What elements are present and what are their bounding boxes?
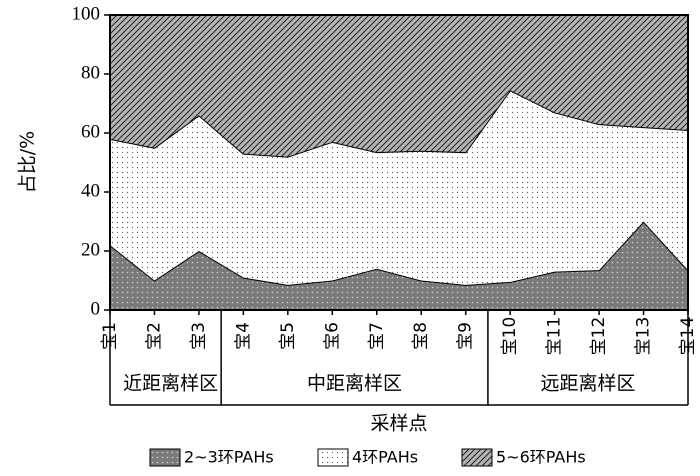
area	[110, 221, 688, 310]
area	[110, 15, 688, 157]
y-tick-label: 100	[72, 3, 101, 24]
x-tick-label: 宝13	[634, 317, 654, 356]
y-tick-label: 20	[81, 239, 100, 260]
legend-swatch	[461, 448, 493, 467]
legend-swatch	[317, 448, 349, 467]
x-tick-label: 宝3	[189, 322, 209, 350]
x-tick-label: 宝8	[411, 322, 431, 350]
legend-label: 5~6环PAHs	[496, 448, 586, 467]
group-label: 中距离样区	[307, 373, 402, 395]
y-axis-label: 占比/%	[17, 131, 39, 193]
legend-swatch	[149, 448, 181, 467]
legend-label: 2~3环PAHs	[184, 448, 274, 467]
x-tick-label: 宝5	[278, 322, 298, 350]
x-tick-label: 宝9	[456, 322, 476, 350]
group-label: 近距离样区	[123, 373, 218, 395]
x-tick-label: 宝7	[367, 322, 387, 350]
x-tick-label: 宝2	[144, 322, 164, 350]
x-tick-label: 宝6	[322, 322, 342, 350]
x-axis-label: 采样点	[370, 413, 427, 435]
plot-frame	[109, 14, 689, 311]
y-tick-label: 80	[81, 62, 100, 83]
y-tick-label: 0	[91, 298, 101, 319]
y-tick-label: 60	[81, 121, 100, 142]
x-tick-label: 宝4	[233, 322, 253, 350]
x-tick-label: 宝12	[589, 317, 609, 356]
x-tick-label: 宝11	[545, 317, 565, 356]
area	[110, 90, 688, 285]
y-tick-label: 40	[81, 180, 100, 201]
x-tick-label: 宝10	[500, 317, 520, 356]
group-label: 远距离样区	[540, 373, 635, 395]
legend-label: 4环PAHs	[352, 448, 418, 467]
